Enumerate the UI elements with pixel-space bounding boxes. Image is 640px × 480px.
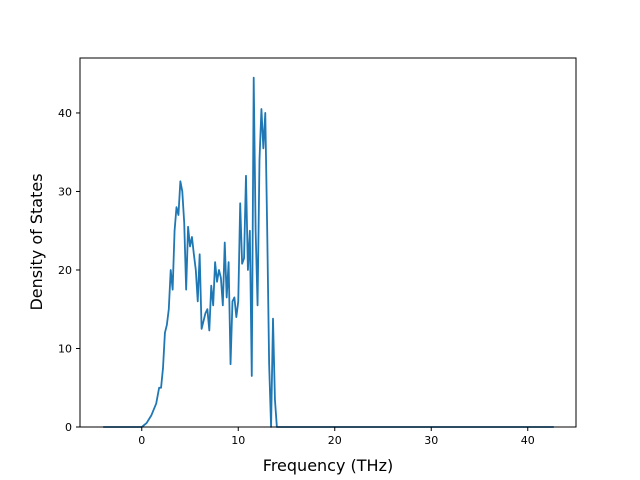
- x-tick-label: 40: [521, 434, 535, 447]
- y-axis-ticks: 0 10 20 30 40: [58, 107, 80, 434]
- x-axis-label: Frequency (THz): [263, 456, 393, 475]
- x-axis-ticks: 0 10 20 30 40: [138, 427, 535, 447]
- y-tick-label: 20: [58, 264, 72, 277]
- plot-frame: [79, 57, 577, 428]
- y-tick-label: 10: [58, 342, 72, 355]
- x-tick-label: 20: [328, 434, 342, 447]
- y-tick-label: 0: [65, 421, 72, 434]
- plot-area: [80, 58, 576, 427]
- x-tick-label: 0: [138, 434, 145, 447]
- y-tick-label: 30: [58, 185, 72, 198]
- x-tick-label: 30: [424, 434, 438, 447]
- y-tick-label: 40: [58, 107, 72, 120]
- x-tick-label: 10: [231, 434, 245, 447]
- y-axis-label: Density of States: [27, 173, 46, 310]
